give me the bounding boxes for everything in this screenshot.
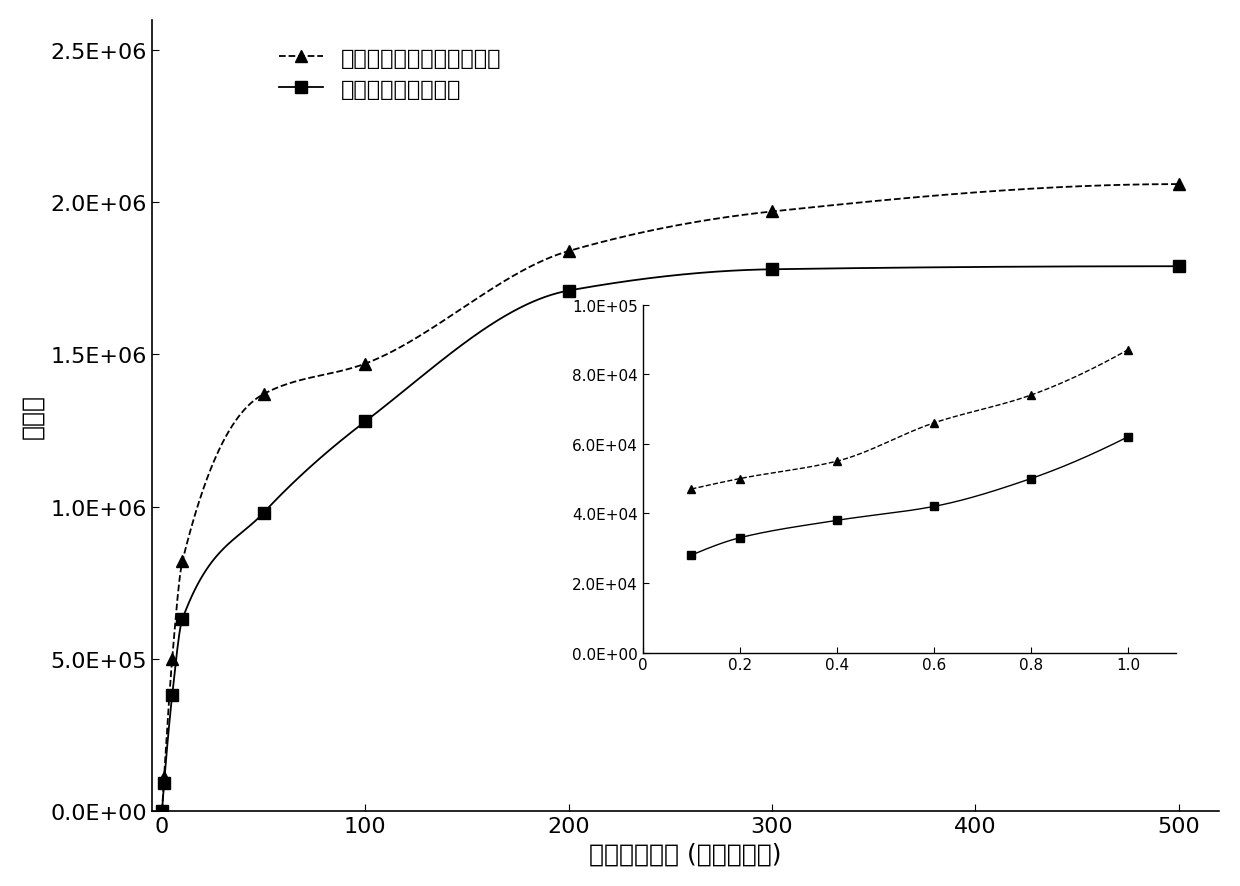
Y-axis label: 峰面积: 峰面积 bbox=[21, 393, 45, 439]
Legend: 电增强分子印迹固相微萨取, 分子印迹固相微萨取: 电增强分子印迹固相微萨取, 分子印迹固相微萨取 bbox=[270, 40, 510, 109]
X-axis label: 氧氟沙星浓度 (微摩尔每升): 氧氟沙星浓度 (微摩尔每升) bbox=[589, 841, 781, 866]
